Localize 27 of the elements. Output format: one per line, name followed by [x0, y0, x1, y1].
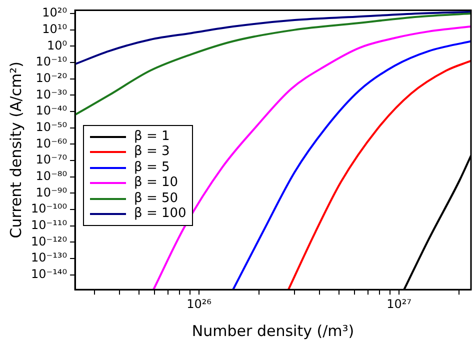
- y-tick-label: 10⁻²⁰: [36, 70, 68, 85]
- x-tick-label: 10²⁷: [386, 296, 412, 311]
- legend-label: β = 3: [134, 144, 170, 160]
- y-tick-label: 10²⁰: [42, 6, 68, 20]
- y-tick-label: 10¹⁰: [42, 22, 68, 36]
- x-axis-title: Number density (/m³): [192, 322, 354, 340]
- legend-label: β = 5: [134, 160, 170, 176]
- y-tick-label: 10⁻¹⁴⁰: [30, 267, 68, 282]
- y-tick-label: 10⁻¹⁰: [36, 54, 68, 69]
- y-tick-label: 10⁻¹¹⁰: [30, 218, 68, 232]
- y-tick-label: 10⁻¹⁰⁰: [30, 202, 68, 216]
- y-tick-label: 10⁻⁸⁰: [36, 168, 68, 183]
- y-tick-label: 10⁻⁷⁰: [36, 152, 68, 167]
- y-tick-label: 10⁻³⁰: [36, 87, 68, 102]
- y-tick-label: 10⁻⁴⁰: [36, 104, 68, 118]
- y-tick-label: 10⁻¹³⁰: [30, 250, 68, 265]
- y-tick-label: 10⁻¹²⁰: [30, 234, 68, 248]
- x-tick-label: 10²⁶: [186, 296, 212, 311]
- legend-label: β = 1: [134, 128, 170, 144]
- y-tick-label: 10⁻⁶⁰: [36, 136, 68, 150]
- y-axis-title: Current density (A/cm²): [6, 62, 25, 238]
- y-tick-label: 10⁻⁹⁰: [36, 185, 68, 200]
- legend-label: β = 50: [134, 190, 178, 206]
- y-tick-label: 10⁰: [46, 38, 68, 52]
- y-tick-label: 10⁻⁵⁰: [36, 120, 68, 134]
- legend-label: β = 10: [134, 175, 178, 191]
- legend-label: β = 100: [134, 206, 186, 222]
